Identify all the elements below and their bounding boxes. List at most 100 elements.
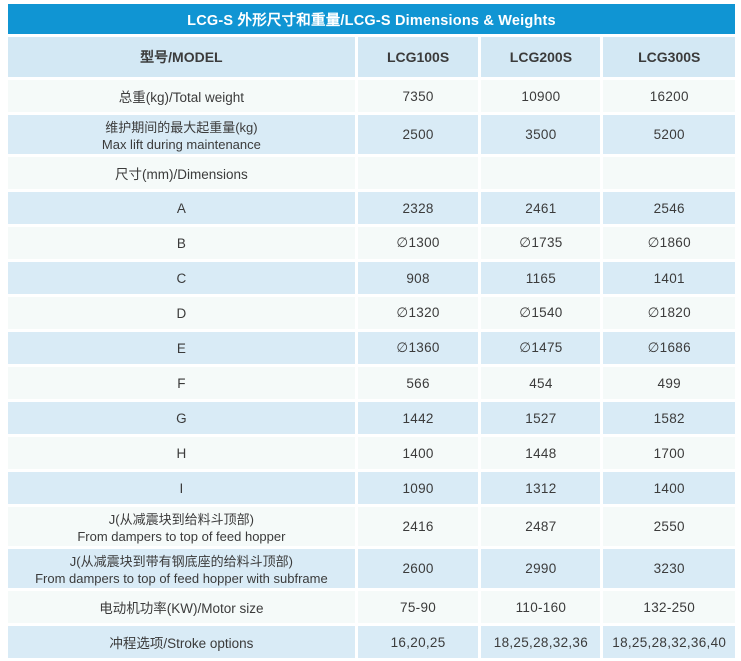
- value-cell: ∅1300: [354, 227, 479, 259]
- value-cell: 16200: [600, 80, 735, 112]
- row-label: F: [177, 375, 186, 391]
- row-label-cell: D: [8, 297, 355, 329]
- row-label: I: [179, 480, 184, 496]
- table-row: F 566 454 499: [8, 367, 735, 399]
- value-cell: 110-160: [478, 591, 601, 623]
- value-cell: 908: [354, 262, 479, 294]
- header-model: 型号/MODEL: [8, 37, 355, 77]
- table-row: 总重(kg)/Total weight 7350 10900 16200: [8, 80, 735, 112]
- value-cell: 132-250: [600, 591, 735, 623]
- value-cell: ∅1320: [354, 297, 479, 329]
- value-cell: 454: [478, 367, 601, 399]
- value-cell: 1090: [354, 472, 479, 504]
- value-cell: [354, 157, 479, 189]
- value-cell: ∅1360: [354, 332, 479, 364]
- table-row: J(从减震块到带有钢底座的给料斗顶部) From dampers to top o…: [8, 549, 735, 588]
- table-title-bar: LCG-S 外形尺寸和重量/LCG-S Dimensions & Weights: [8, 4, 735, 34]
- value-cell: 2550: [600, 507, 735, 546]
- table-row: 冲程选项/Stroke options 16,20,25 18,25,28,32,3…: [8, 626, 735, 658]
- value-cell: 566: [354, 367, 479, 399]
- value-cell: 75-90: [354, 591, 479, 623]
- value-cell: 2461: [478, 192, 601, 224]
- row-label-cell: 冲程选项/Stroke options: [8, 626, 355, 658]
- value-cell: 1400: [354, 437, 479, 469]
- row-label: 冲程选项/Stroke options: [109, 636, 254, 651]
- table-row: 电动机功率(KW)/Motor size 75-90 110-160 132-250: [8, 591, 735, 623]
- value-cell: 2600: [354, 549, 479, 588]
- value-cell: ∅1820: [600, 297, 735, 329]
- value-cell: ∅1475: [478, 332, 601, 364]
- row-label: G: [176, 410, 187, 426]
- value-cell: 2546: [600, 192, 735, 224]
- spec-table: 型号/MODEL LCG100S LCG200S LCG300S 总重(kg)/…: [8, 34, 735, 661]
- value-cell: 2328: [354, 192, 479, 224]
- row-label-cell: 电动机功率(KW)/Motor size: [8, 591, 355, 623]
- table-row: H 1400 1448 1700: [8, 437, 735, 469]
- row-label: 电动机功率(KW)/Motor size: [99, 601, 264, 616]
- value-cell: 1442: [354, 402, 479, 434]
- value-cell: 5200: [600, 115, 735, 154]
- value-cell: [478, 157, 601, 189]
- row-label: J(从减震块到给料斗顶部): [108, 512, 254, 527]
- value-cell: 1582: [600, 402, 735, 434]
- row-label-cell: I: [8, 472, 355, 504]
- row-label-english: From dampers to top of feed hopper with …: [35, 571, 328, 586]
- row-label-cell: C: [8, 262, 355, 294]
- row-label: C: [176, 270, 187, 286]
- value-cell: 1700: [600, 437, 735, 469]
- value-cell: ∅1686: [600, 332, 735, 364]
- value-cell: 1400: [600, 472, 735, 504]
- table-title: LCG-S 外形尺寸和重量/LCG-S Dimensions & Weights: [187, 12, 556, 29]
- row-label-english: Max lift during maintenance: [101, 137, 261, 152]
- row-label-cell: 总重(kg)/Total weight: [8, 80, 355, 112]
- table-row: D ∅1320 ∅1540 ∅1820: [8, 297, 735, 329]
- table-row: E ∅1360 ∅1475 ∅1686: [8, 332, 735, 364]
- value-cell: 2500: [354, 115, 479, 154]
- row-label: J(从减震块到带有钢底座的给料斗顶部): [69, 554, 293, 569]
- header-lcg100s: LCG100S: [354, 37, 479, 77]
- row-label-cell: J(从减震块到带有钢底座的给料斗顶部) From dampers to top o…: [8, 549, 355, 588]
- value-cell: 2416: [354, 507, 479, 546]
- row-label-cell: 维护期间的最大起重量(kg) Max lift during maintenanc…: [8, 115, 355, 154]
- row-label-cell: A: [8, 192, 355, 224]
- row-label: 尺寸(mm)/Dimensions: [115, 167, 248, 182]
- row-label-cell: B: [8, 227, 355, 259]
- value-cell: 18,25,28,32,36: [478, 626, 601, 658]
- row-label: 总重(kg)/Total weight: [118, 90, 245, 105]
- value-cell: 1312: [478, 472, 601, 504]
- value-cell: 1401: [600, 262, 735, 294]
- value-cell: 2487: [478, 507, 601, 546]
- table-row: J(从减震块到给料斗顶部) From dampers to top of feed…: [8, 507, 735, 546]
- value-cell: 1165: [478, 262, 601, 294]
- table-row: G 1442 1527 1582: [8, 402, 735, 434]
- row-label-cell: 尺寸(mm)/Dimensions: [8, 157, 355, 189]
- row-label: B: [176, 235, 186, 251]
- value-cell: 2990: [478, 549, 601, 588]
- row-label: A: [176, 200, 186, 216]
- table-row: B ∅1300 ∅1735 ∅1860: [8, 227, 735, 259]
- value-cell: 16,20,25: [354, 626, 479, 658]
- row-label-english: From dampers to top of feed hopper: [77, 529, 286, 544]
- row-label-cell: E: [8, 332, 355, 364]
- row-label-cell: G: [8, 402, 355, 434]
- table-row: C 908 1165 1401: [8, 262, 735, 294]
- value-cell: 3230: [600, 549, 735, 588]
- value-cell: 7350: [354, 80, 479, 112]
- table-row: 尺寸(mm)/Dimensions: [8, 157, 735, 189]
- row-label: D: [176, 305, 187, 321]
- value-cell: 18,25,28,32,36,40: [600, 626, 735, 658]
- value-cell: ∅1540: [478, 297, 601, 329]
- row-label-cell: F: [8, 367, 355, 399]
- row-label-cell: J(从减震块到给料斗顶部) From dampers to top of feed…: [8, 507, 355, 546]
- row-label: 维护期间的最大起重量(kg): [105, 120, 258, 135]
- row-label-cell: H: [8, 437, 355, 469]
- value-cell: [600, 157, 735, 189]
- table-row: A 2328 2461 2546: [8, 192, 735, 224]
- table-row: I 1090 1312 1400: [8, 472, 735, 504]
- value-cell: 1527: [478, 402, 601, 434]
- value-cell: 1448: [478, 437, 601, 469]
- table-row: 维护期间的最大起重量(kg) Max lift during maintenanc…: [8, 115, 735, 154]
- row-label: E: [176, 340, 186, 356]
- row-label: H: [176, 445, 187, 461]
